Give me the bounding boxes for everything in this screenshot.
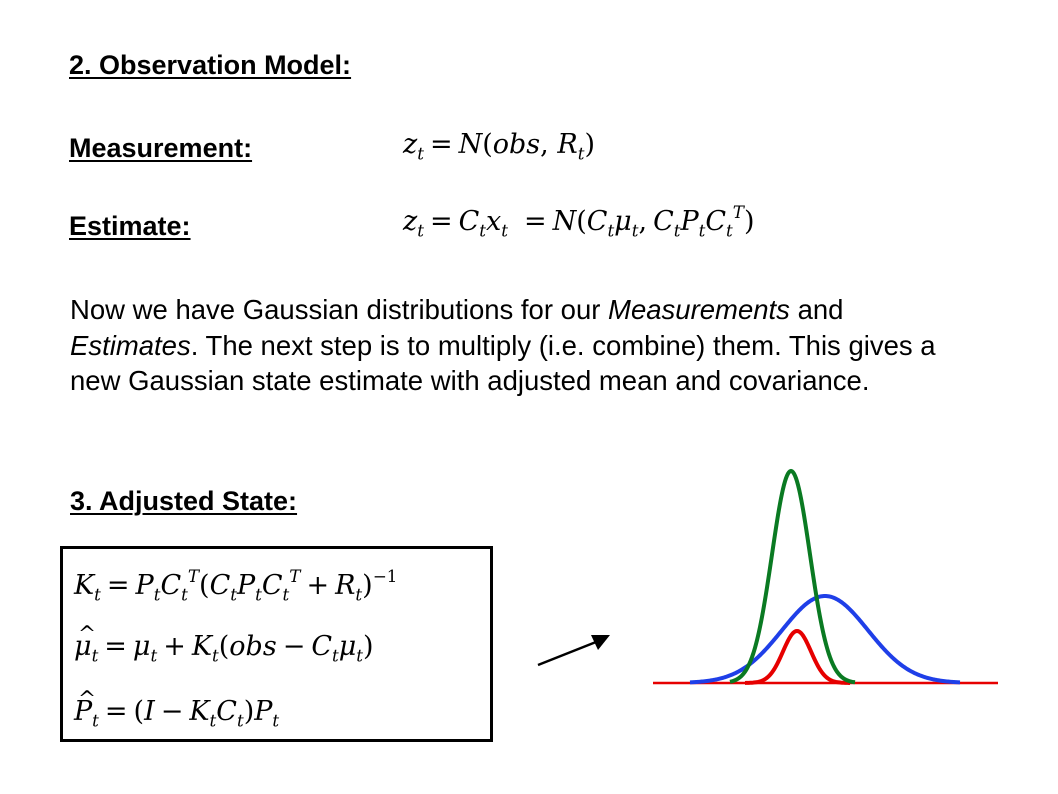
section-3-heading: 3. Adjusted State:	[70, 486, 298, 516]
kalman-gain-equation: Kt = PtCtT(CtPtCtT + Rt)−1	[74, 565, 398, 605]
explanation-paragraph: Now we have Gaussian distributions for o…	[70, 292, 990, 399]
mean-update-equation: μt=μt+Kt(obs−Ctμt)	[74, 624, 374, 664]
section-2-heading: 2. Observation Model:	[69, 50, 352, 80]
estimate-equation: zt = Ctxt = N(Ctμt, CtPtCtT)	[403, 201, 755, 241]
paragraph-text-rest: . The next step is to multiply (i.e. com…	[70, 329, 936, 397]
posterior-gaussian-curve	[729, 468, 856, 685]
measurement-equation: zt = N(obs, Rt)	[403, 129, 595, 164]
paragraph-measurements-term: Measurements	[608, 294, 790, 325]
paragraph-text-start: Now we have Gaussian distributions for o…	[70, 294, 609, 325]
adjusted-state-equations-box: Kt=PtCtT(CtPtCtT+Rt)−1 μt=μt+Kt(obs−Ctμt…	[60, 546, 493, 742]
gaussian-fusion-illustration	[653, 468, 998, 685]
paragraph-and: and	[789, 294, 844, 325]
paragraph-estimates-term: Estimates	[70, 329, 191, 361]
covariance-update-equation: Pt=(I−KtCt)Pt	[74, 689, 279, 729]
measurement-label: Measurement:	[69, 133, 253, 163]
estimate-label: Estimate:	[69, 211, 191, 241]
arrow-up-right-icon	[537, 635, 610, 667]
prior-gaussian-curve	[689, 593, 961, 685]
measurement-gaussian-curve	[744, 628, 851, 685]
